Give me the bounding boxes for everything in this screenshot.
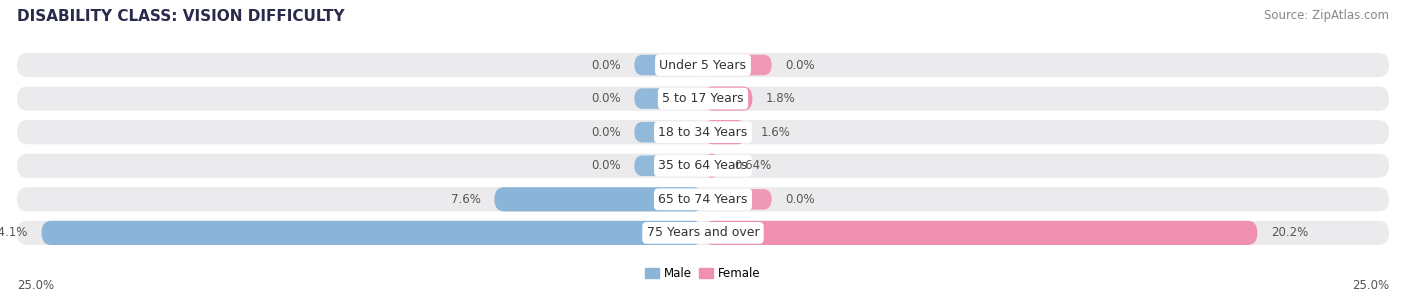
- FancyBboxPatch shape: [634, 122, 703, 143]
- FancyBboxPatch shape: [703, 87, 752, 111]
- Text: 65 to 74 Years: 65 to 74 Years: [658, 193, 748, 206]
- FancyBboxPatch shape: [495, 187, 703, 211]
- Text: 0.0%: 0.0%: [591, 159, 620, 172]
- Text: 1.8%: 1.8%: [766, 92, 796, 105]
- Text: 0.0%: 0.0%: [786, 193, 815, 206]
- Text: Source: ZipAtlas.com: Source: ZipAtlas.com: [1264, 9, 1389, 22]
- FancyBboxPatch shape: [634, 155, 703, 176]
- Text: 1.6%: 1.6%: [761, 126, 790, 139]
- FancyBboxPatch shape: [17, 221, 1389, 245]
- Text: 0.0%: 0.0%: [591, 58, 620, 71]
- FancyBboxPatch shape: [17, 120, 1389, 144]
- Text: 24.1%: 24.1%: [0, 226, 28, 240]
- Text: 0.64%: 0.64%: [734, 159, 772, 172]
- Text: 0.0%: 0.0%: [786, 58, 815, 71]
- Text: 25.0%: 25.0%: [1353, 279, 1389, 292]
- FancyBboxPatch shape: [634, 88, 703, 109]
- Text: 25.0%: 25.0%: [17, 279, 53, 292]
- FancyBboxPatch shape: [17, 53, 1389, 77]
- Text: Under 5 Years: Under 5 Years: [659, 58, 747, 71]
- FancyBboxPatch shape: [42, 221, 703, 245]
- FancyBboxPatch shape: [17, 187, 1389, 211]
- FancyBboxPatch shape: [703, 120, 747, 144]
- FancyBboxPatch shape: [17, 87, 1389, 111]
- FancyBboxPatch shape: [703, 189, 772, 209]
- Text: 0.0%: 0.0%: [591, 92, 620, 105]
- FancyBboxPatch shape: [703, 221, 1257, 245]
- Text: 7.6%: 7.6%: [451, 193, 481, 206]
- Text: 75 Years and over: 75 Years and over: [647, 226, 759, 240]
- FancyBboxPatch shape: [634, 55, 703, 75]
- Text: 0.0%: 0.0%: [591, 126, 620, 139]
- Text: 20.2%: 20.2%: [1271, 226, 1309, 240]
- FancyBboxPatch shape: [703, 55, 772, 75]
- Legend: Male, Female: Male, Female: [641, 262, 765, 285]
- Text: 18 to 34 Years: 18 to 34 Years: [658, 126, 748, 139]
- FancyBboxPatch shape: [17, 154, 1389, 178]
- Text: DISABILITY CLASS: VISION DIFFICULTY: DISABILITY CLASS: VISION DIFFICULTY: [17, 9, 344, 24]
- Text: 5 to 17 Years: 5 to 17 Years: [662, 92, 744, 105]
- FancyBboxPatch shape: [703, 154, 720, 178]
- Text: 35 to 64 Years: 35 to 64 Years: [658, 159, 748, 172]
